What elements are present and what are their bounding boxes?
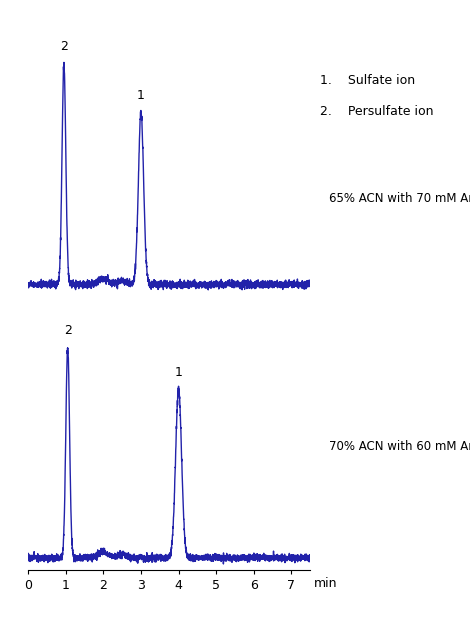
Text: 65% ACN with 70 mM AmAc pH 4: 65% ACN with 70 mM AmAc pH 4 (329, 192, 470, 205)
Text: 1.    Sulfate ion: 1. Sulfate ion (320, 74, 415, 87)
Text: 1: 1 (175, 366, 182, 379)
Text: 2: 2 (64, 324, 71, 337)
Text: 2: 2 (60, 40, 68, 53)
Text: min: min (314, 577, 337, 590)
Text: 70% ACN with 60 mM AmAc pH 4: 70% ACN with 60 mM AmAc pH 4 (329, 440, 470, 453)
Text: 1: 1 (137, 89, 145, 102)
Text: 2.    Persulfate ion: 2. Persulfate ion (320, 105, 433, 118)
